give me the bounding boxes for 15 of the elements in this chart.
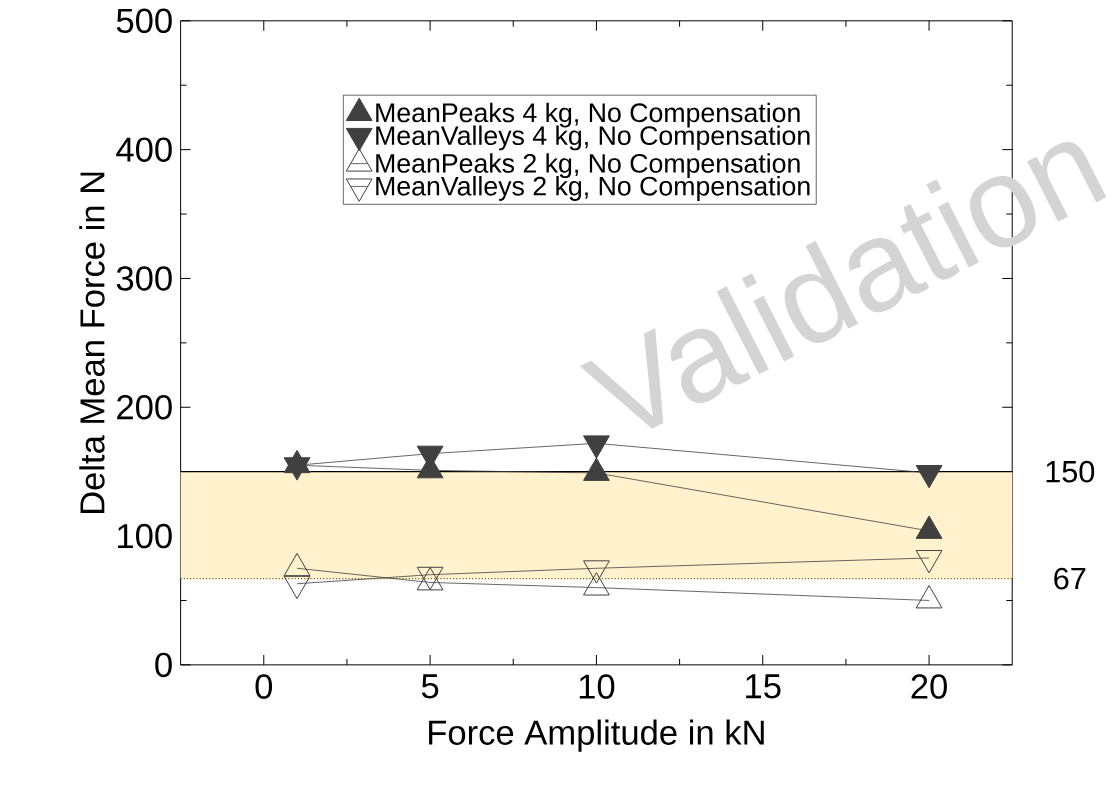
x-tick-label: 20: [911, 674, 947, 699]
x-tick-label: 5: [421, 674, 439, 699]
y-axis-title: Delta Mean Force in N: [79, 172, 105, 514]
x-tick-label: 10: [579, 674, 615, 699]
ref-line-label: 150: [1046, 460, 1095, 483]
x-tick-label: 0: [255, 674, 273, 699]
y-tick-label: 200: [117, 395, 172, 420]
ref-line-label: 67: [1054, 567, 1086, 590]
y-tick-label: 300: [116, 266, 172, 291]
y-tick-label: 100: [118, 523, 172, 549]
y-tick-label: 0: [155, 652, 172, 678]
x-tick-label: 15: [746, 674, 781, 699]
y-tick-label: 400: [116, 137, 172, 162]
x-axis-title: Force Amplitude in kN: [429, 719, 764, 752]
y-tick-label: 500: [116, 8, 172, 34]
